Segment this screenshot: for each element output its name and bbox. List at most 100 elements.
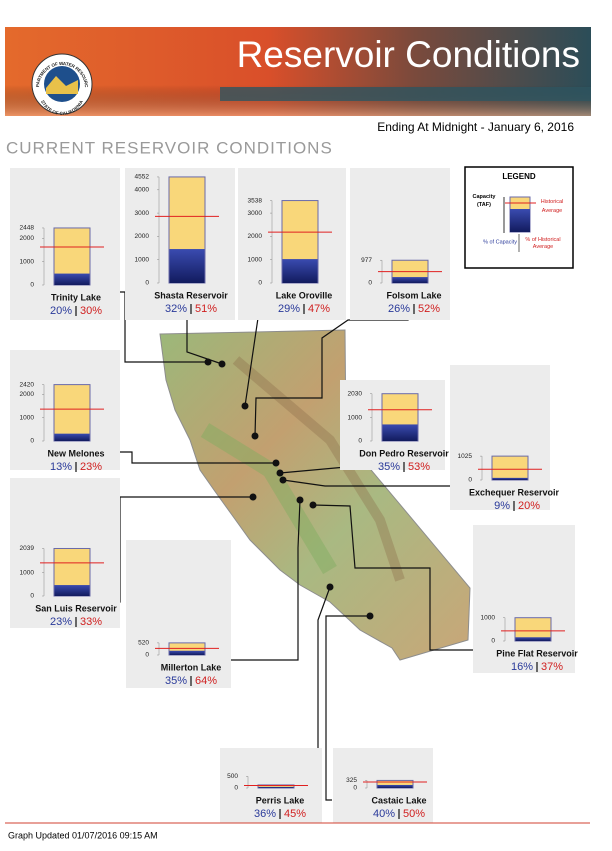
y-tick-label: 520 (138, 640, 149, 647)
pct-capacity: 26% (388, 303, 410, 315)
y-tick-label: 0 (30, 593, 34, 600)
california-map (159, 329, 471, 661)
y-tick-label: 1000 (248, 256, 263, 263)
legend-capacity-box: Capacity (TAF) (472, 194, 496, 208)
legend-historical-box: Historical Average (540, 199, 564, 214)
y-tick-label: 0 (358, 438, 362, 445)
connector (317, 586, 331, 800)
reservoir-name: San Luis Reservoir (35, 603, 117, 613)
legend-historical: Historical Average (540, 199, 564, 214)
y-tick-label: 0 (368, 280, 372, 287)
y-tick-label: 1000 (348, 414, 363, 421)
chart-panel (350, 168, 450, 320)
reservoir-location (366, 612, 374, 620)
y-tick-label: 4000 (135, 187, 150, 194)
reservoir-location (279, 476, 287, 484)
storage-bar (54, 585, 90, 596)
reservoir-name: Trinity Lake (51, 292, 101, 302)
page-title: Reservoir Conditions (237, 34, 580, 75)
pct-historical: 45% (284, 808, 306, 820)
y-tick-label: 2448 (20, 225, 35, 232)
pct-capacity: 16% (511, 661, 533, 673)
storage-bar (392, 277, 428, 283)
pct-capacity: 35% (378, 461, 400, 473)
pct-historical: 50% (403, 808, 425, 820)
connector (312, 504, 545, 651)
reservoir-name: Folsom Lake (386, 290, 441, 300)
legend-capacity: Capacity (TAF) (472, 194, 496, 208)
header-band (220, 87, 591, 101)
y-tick-label: 2039 (20, 545, 35, 552)
footer: Graph Updated 01/07/2016 09:15 AM (8, 830, 158, 840)
charts: 0 1000 2000 2448 Trinity Lake 20% 30% 0 1000 2000… (10, 168, 578, 823)
reservoir-location (309, 501, 317, 509)
pct-historical: 52% (418, 303, 440, 315)
pct-historical: 47% (308, 303, 330, 315)
date: Ending At Midnight - January 6, 2016 (377, 120, 574, 134)
y-tick-label: 0 (145, 652, 149, 659)
reservoir-location (296, 496, 304, 504)
y-tick-label: 1000 (481, 614, 496, 621)
storage-bar (282, 259, 318, 283)
storage-bar (169, 249, 205, 283)
pct-capacity: 13% (50, 461, 72, 473)
reservoir-name: Perris Lake (256, 795, 305, 805)
storage-bar (258, 786, 294, 788)
y-tick-label: 0 (491, 638, 495, 645)
chart-panel (126, 540, 231, 688)
section-title: CURRENT RESERVOIR CONDITIONS (6, 138, 333, 157)
y-tick-label: 2030 (348, 390, 363, 397)
pct-historical: 64% (195, 675, 217, 687)
pct-capacity: 23% (50, 616, 72, 628)
pct-historical: 20% (518, 500, 540, 512)
y-tick-label: 1000 (135, 256, 150, 263)
chart-panel (450, 365, 550, 510)
y-tick-label: 1000 (20, 414, 35, 421)
pct-capacity: 35% (165, 675, 187, 687)
y-tick-label: 2000 (248, 233, 263, 240)
reservoir-location (326, 583, 334, 591)
legend-storage-bar (510, 209, 530, 232)
y-tick-label: 500 (227, 773, 238, 780)
reservoir-location (249, 493, 257, 501)
pct-capacity: 40% (373, 808, 395, 820)
pct-historical: 37% (541, 661, 563, 673)
reservoir-location (251, 432, 259, 440)
storage-bar (515, 637, 551, 641)
storage-bar (54, 273, 90, 285)
sierra-nevada (232, 356, 405, 582)
y-tick-label: 2000 (20, 391, 35, 398)
pct-historical: 23% (80, 461, 102, 473)
y-tick-label: 2000 (135, 233, 150, 240)
pct-capacity: 29% (278, 303, 300, 315)
connector (185, 499, 301, 661)
y-tick-label: 1000 (20, 258, 35, 265)
reservoir-location (241, 402, 249, 410)
storage-bar (169, 650, 205, 655)
reservoir-name: New Melones (47, 448, 104, 458)
reservoir-location (218, 360, 226, 368)
legend-pct-historical: % of Historical Average (525, 237, 561, 250)
y-tick-label: 0 (30, 282, 34, 289)
pct-capacity: 36% (254, 808, 276, 820)
pct-historical: 30% (80, 305, 102, 317)
central-valley (200, 423, 337, 575)
y-tick-label: 977 (361, 257, 372, 264)
y-tick-label: 0 (234, 785, 238, 792)
connector (325, 615, 370, 801)
storage-bar (382, 424, 418, 441)
reservoir-name: Exchequer Reservoir (469, 487, 560, 497)
legend-pct-historical-box: % of Historical Average (525, 237, 561, 250)
legend-pct-capacity: % of Capacity (483, 239, 517, 245)
storage-bar (492, 477, 528, 480)
y-tick-label: 1025 (458, 453, 473, 460)
pct-capacity: 32% (165, 303, 187, 315)
reservoir-name: Shasta Reservoir (154, 290, 228, 300)
reservoir-name: Lake Oroville (276, 290, 333, 300)
storage-bar (54, 433, 90, 441)
pct-historical: 33% (80, 616, 102, 628)
reservoir-location (276, 469, 284, 477)
y-tick-label: 0 (258, 280, 262, 287)
